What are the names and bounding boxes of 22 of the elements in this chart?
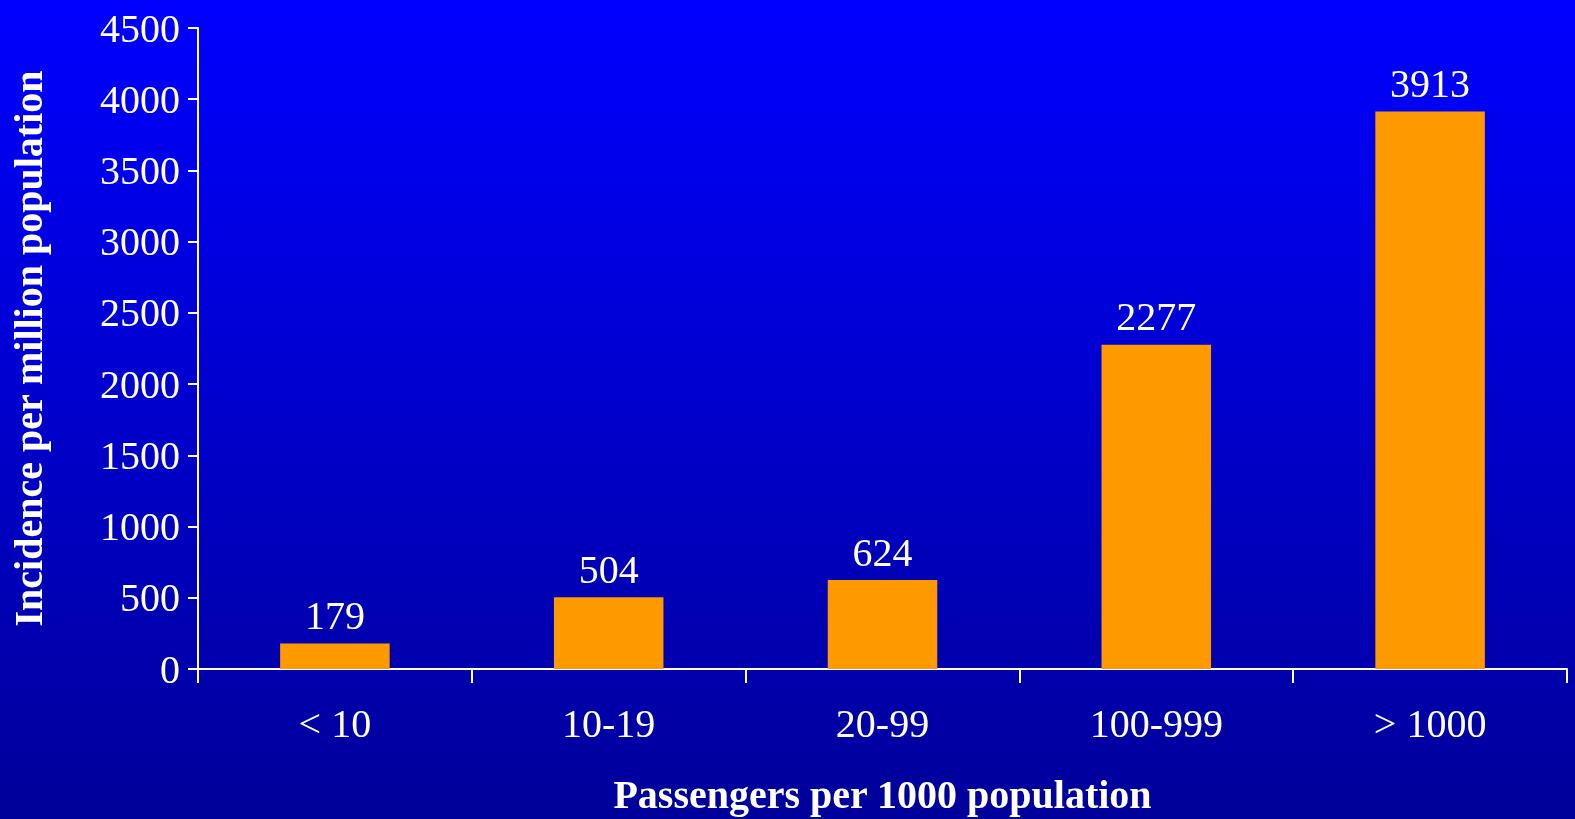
y-tick-label: 3500 [100, 147, 180, 193]
x-axis-title: Passengers per 1000 population [613, 771, 1152, 817]
y-tick-label: 0 [160, 646, 180, 692]
y-axis-title: Incidence per million population [5, 70, 51, 627]
y-tick-label: 4500 [100, 5, 180, 51]
data-label: 179 [304, 593, 365, 638]
data-label: 2277 [1116, 294, 1197, 340]
y-tick-label: 1000 [100, 504, 180, 550]
x-tick-label: 10-19 [562, 700, 656, 746]
data-label: 3913 [1390, 61, 1471, 107]
x-tick-label: 20-99 [835, 700, 930, 746]
x-tick-label: > 1000 [1373, 700, 1487, 746]
y-tick-label: 3000 [100, 219, 180, 265]
x-tick-label: < 10 [298, 700, 372, 746]
x-tick-label: 100-999 [1089, 700, 1223, 746]
y-tick-label: 2000 [100, 361, 180, 407]
data-label: 504 [578, 546, 639, 592]
y-tick-label: 4000 [100, 76, 180, 122]
data-label: 624 [852, 529, 913, 575]
y-tick-label: 1500 [100, 432, 180, 478]
y-tick-label: 500 [120, 575, 180, 621]
y-tick-label: 2500 [100, 290, 180, 336]
